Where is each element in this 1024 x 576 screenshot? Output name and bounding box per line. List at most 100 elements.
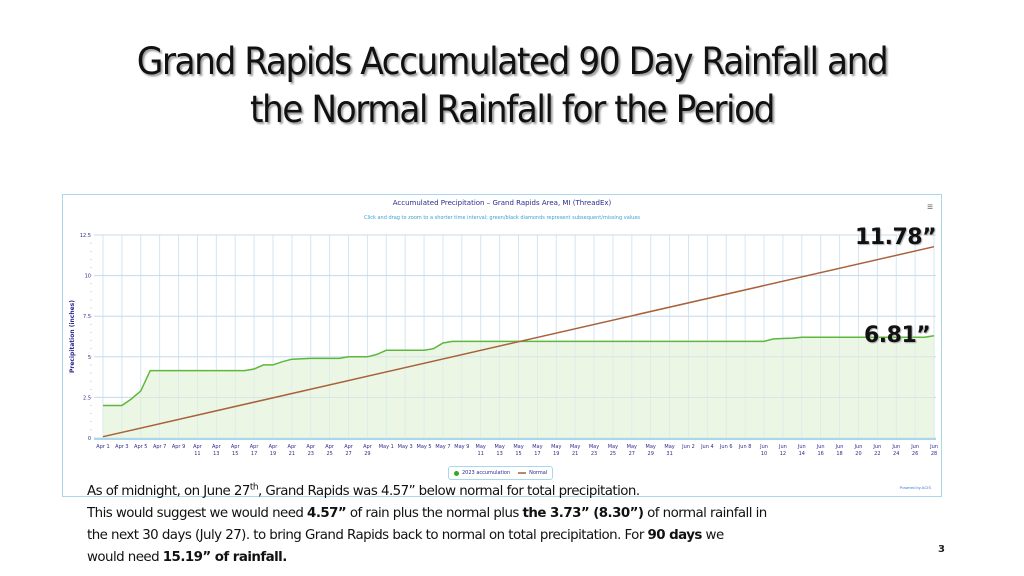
- body-text-span: would need: [87, 550, 163, 565]
- y-tick-label: 2.5: [83, 395, 91, 401]
- x-tick-label: Jun 4: [700, 444, 714, 450]
- x-tick-label: 31: [666, 451, 672, 457]
- legend-dot-icon: [454, 470, 459, 476]
- body-bold-span: the 3.73” (8.30”): [522, 506, 644, 521]
- chart-legend: 2023 accumulation Normal: [448, 466, 554, 480]
- body-text-span: the next 30 days (July 27). to bring Gra…: [87, 528, 648, 543]
- annotation-actual-total: 6.81”: [864, 323, 931, 348]
- x-tick-label: May: [532, 444, 542, 450]
- legend-item-accumulation[interactable]: 2023 accumulation: [454, 470, 510, 476]
- x-tick-label: Jun: [797, 444, 806, 450]
- x-tick-label: 11: [194, 451, 200, 457]
- x-tick-label: Jun: [759, 444, 768, 450]
- body-bold-span: 90 days: [647, 528, 702, 543]
- body-bold-span: 4.57”: [307, 506, 347, 521]
- x-tick-label: Apr: [363, 444, 373, 450]
- body-superscript: th: [249, 482, 259, 493]
- x-tick-label: May: [513, 444, 523, 450]
- x-tick-label: 13: [496, 451, 502, 457]
- x-tick-label: May: [627, 444, 637, 450]
- x-tick-label: 24: [893, 451, 899, 457]
- page-number: 3: [938, 544, 945, 555]
- x-tick-label: Apr: [344, 444, 354, 450]
- x-tick-label: 21: [289, 451, 295, 457]
- x-tick-label: Apr 7: [153, 444, 166, 450]
- x-tick-label: Jun: [835, 444, 844, 450]
- body-line-1: As of midnight, on June 27th, Grand Rapi…: [87, 481, 937, 503]
- slide-title-line-1: Grand Rapids Accumulated 90 Day Rainfall…: [136, 40, 889, 83]
- chart-container[interactable]: 0 2.5 5 7.5 10 12.5 Precipitation (inches) Apr …: [62, 194, 942, 497]
- x-tick-label: Apr: [250, 444, 260, 450]
- x-tick-label: 23: [308, 451, 314, 457]
- accumulation-line: [103, 334, 935, 407]
- x-tick-label: May: [551, 444, 561, 450]
- x-tick-label: 27: [629, 451, 635, 457]
- x-tick-label: May 5: [417, 444, 432, 450]
- x-tick-label: 15: [515, 451, 521, 457]
- x-tick-label: Apr: [193, 444, 203, 450]
- x-tick-label: May: [646, 444, 656, 450]
- x-tick-label: May: [589, 444, 599, 450]
- x-tick-label: 29: [364, 451, 370, 457]
- legend-label-accumulation: 2023 accumulation: [462, 470, 511, 476]
- annotation-normal-total: 11.78”: [855, 225, 937, 250]
- x-tick-label: May: [476, 444, 486, 450]
- x-tick-label: 16: [817, 451, 823, 457]
- x-tick-label: 18: [836, 451, 842, 457]
- x-tick-label: Jun: [816, 444, 825, 450]
- x-tick-label: May: [664, 444, 674, 450]
- hamburger-menu-icon[interactable]: ≡: [927, 202, 933, 213]
- body-line-2: This would suggest we would need 4.57” o…: [87, 503, 937, 525]
- x-tick-label: Jun: [929, 444, 938, 450]
- x-tick-label: Apr 5: [134, 444, 147, 450]
- x-tick-label: 14: [799, 451, 805, 457]
- chart-plot[interactable]: 0 2.5 5 7.5 10 12.5 Precipitation (inches) Apr …: [63, 195, 941, 496]
- x-tick-label: Apr 3: [115, 444, 128, 450]
- x-tick-label: 26: [912, 451, 918, 457]
- chart-credits[interactable]: Powered by ACIS: [899, 485, 931, 490]
- body-bold-span: 15.19” of rainfall.: [162, 550, 288, 565]
- x-tick-label: Apr 1: [96, 444, 109, 450]
- y-tick-label: 12.5: [80, 233, 91, 239]
- body-line-3: the next 30 days (July 27). to bring Gra…: [87, 525, 937, 547]
- x-tick-label: Apr: [231, 444, 241, 450]
- x-tick-label: 11: [478, 451, 484, 457]
- x-tick-label: Jun: [778, 444, 787, 450]
- x-tick-label: Apr: [288, 444, 298, 450]
- body-text-span: This would suggest we would need: [87, 506, 308, 521]
- x-tick-label: 28: [931, 451, 937, 457]
- y-tick-label: 5: [88, 355, 91, 361]
- x-tick-label: May 7: [435, 444, 450, 450]
- legend-label-normal: Normal: [529, 470, 548, 476]
- body-text-span: of rain plus the normal plus: [346, 506, 523, 521]
- x-tick-label: May 3: [398, 444, 413, 450]
- x-tick-label: May 1: [379, 444, 394, 450]
- normal-line: [102, 245, 935, 438]
- x-tick-label: Apr: [325, 444, 335, 450]
- x-tick-label: Jun: [872, 444, 881, 450]
- x-tick-label: 12: [780, 451, 786, 457]
- body-text-span: we: [701, 528, 725, 543]
- x-tick-label: May 9: [454, 444, 469, 450]
- x-tick-label: Apr: [212, 444, 222, 450]
- slide-title: Grand Rapids Accumulated 90 Day Rainfall…: [73, 38, 951, 134]
- x-tick-label: 25: [610, 451, 616, 457]
- x-tick-label: 21: [572, 451, 578, 457]
- chart-subtitle: Click and drag to zoom to a shorter time…: [363, 215, 641, 221]
- x-tick-label: 23: [591, 451, 597, 457]
- x-tick-label: May: [608, 444, 618, 450]
- x-tick-label: 29: [648, 451, 654, 457]
- x-tick-label: 15: [232, 451, 238, 457]
- x-tick-label: Apr: [306, 444, 316, 450]
- x-tick-label: 10: [761, 451, 767, 457]
- x-tick-label: Jun: [854, 444, 863, 450]
- slide-title-line-2: the Normal Rainfall for the Period: [249, 88, 776, 131]
- legend-item-normal[interactable]: Normal: [518, 470, 547, 476]
- x-tick-label: 19: [553, 451, 559, 457]
- x-tick-label: May: [570, 444, 580, 450]
- y-tick-label: 10: [85, 274, 91, 280]
- chart-title: Accumulated Precipitation – Grand Rapids…: [392, 199, 612, 207]
- y-axis-label: Precipitation (inches): [69, 300, 76, 373]
- x-tick-label: Apr 9: [172, 444, 185, 450]
- x-tick-label: May: [494, 444, 504, 450]
